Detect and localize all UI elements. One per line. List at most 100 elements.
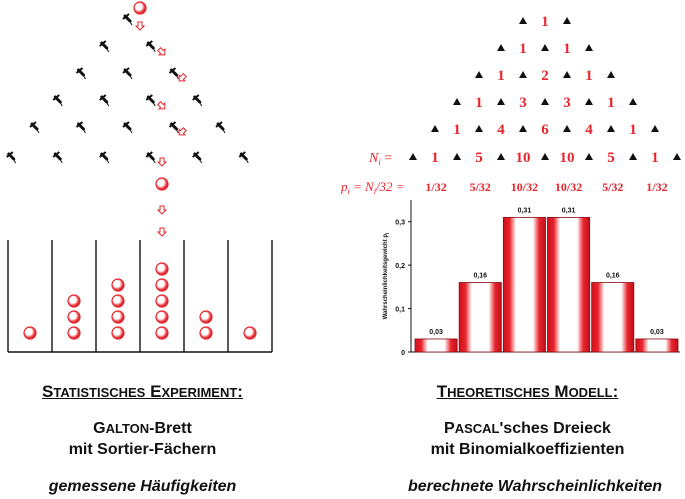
ni-label: Ni = [368, 151, 392, 167]
label-suffix: 'sches Dreieck [499, 420, 611, 437]
triangle-icon [607, 71, 615, 78]
fraction-label: 10/32 [555, 180, 582, 194]
pushpin-icon [121, 66, 134, 81]
probability-bar-chart: 0 0,1 0,2 0,3 Wahrscheinlichkeitsgewicht pi 0… [383, 180, 680, 357]
pushpin-icon [98, 93, 111, 108]
binomial-coefficient: 10 [560, 150, 575, 166]
heading-colon: : [612, 382, 619, 401]
binomial-coefficient: 5 [607, 150, 615, 166]
bar-value-label: 0,16 [606, 273, 620, 280]
bar-value-label: 0,03 [650, 329, 664, 336]
triangle-icon [431, 125, 439, 132]
triangle-icon [629, 153, 637, 160]
triangle-icon [541, 153, 549, 160]
triangle-icon [409, 153, 417, 160]
pushpin-icon [121, 12, 134, 27]
binomial-coefficient: 3 [563, 95, 571, 111]
pushpin-icon [191, 150, 204, 165]
heading-initial-1: S [42, 382, 54, 401]
experiment-heading: STATISTISCHES EXPERIMENT: [0, 382, 285, 402]
binomial-coefficient: 1 [475, 95, 483, 111]
ball-icon [155, 177, 169, 191]
ball-icon [155, 310, 169, 324]
binomial-coefficient: 6 [541, 122, 549, 138]
ball-icon [155, 326, 169, 340]
pushpin-icon [144, 39, 157, 54]
arrow-icon [157, 101, 166, 110]
ball-icon [111, 294, 125, 308]
heading-rest-1: TATISTISCHES [53, 385, 146, 400]
arrow-icon [156, 205, 168, 215]
pushpin-icon [98, 39, 111, 54]
triangle-icon [651, 125, 659, 132]
binomial-coefficient: 4 [497, 122, 505, 138]
fraction-label: 10/32 [511, 180, 538, 194]
heading-rest-1: HEORETISCHES [447, 385, 550, 400]
pascal-triangle-label: PASCAL'sches Dreieck mit Binomialkoeffiz… [390, 418, 665, 460]
ball-icon [199, 326, 213, 340]
y-axis-title: Wahrscheinlichkeitsgewicht pi [383, 232, 391, 319]
bar [591, 282, 635, 353]
ball-icon [133, 1, 147, 15]
bar [502, 216, 546, 353]
pushpin-icon [51, 150, 64, 165]
ball-icon [67, 294, 81, 308]
triangle-icon [563, 125, 571, 132]
binomial-coefficient: 10 [516, 150, 531, 166]
pushpin-icon [237, 150, 250, 165]
y-tick-label: 0,2 [395, 263, 405, 270]
label-rest: ASCAL [454, 421, 500, 436]
pushpin-icon [191, 93, 204, 108]
model-heading: THEORETISCHES MODELL: [390, 382, 665, 402]
triangle-icon [475, 125, 483, 132]
binomial-coefficient: 5 [475, 150, 483, 166]
bar [635, 338, 679, 353]
triangle-icon [475, 71, 483, 78]
pascal-triangle: 11 11 2 11 3 3 11 4 6 4 11 5 10 10 5 1Ni =pi = Ni/32 = [340, 14, 681, 196]
label-initial: G [93, 420, 106, 437]
pi-label: pi = Ni/32 = [340, 179, 405, 196]
binomial-coefficient: 1 [431, 150, 439, 166]
triangle-icon [585, 44, 593, 51]
binomial-coefficient: 1 [541, 14, 549, 30]
measured-frequencies-label: gemessene Häufigkeiten [48, 478, 237, 495]
arrow-icon [178, 73, 187, 82]
triangle-icon [497, 153, 505, 160]
triangle-icon [453, 98, 461, 105]
triangle-icon [453, 153, 461, 160]
fraction-label: 1/32 [646, 180, 667, 194]
triangle-icon [563, 71, 571, 78]
binomial-coefficient: 4 [585, 122, 593, 138]
binomial-coefficient: 1 [563, 41, 571, 57]
heading-colon: : [237, 382, 243, 401]
arrow-icon [134, 21, 146, 31]
label-line2: mit Binomialkoeffizienten [430, 441, 625, 458]
binomial-coefficient: 1 [453, 122, 461, 138]
ball-icon [23, 326, 37, 340]
pushpin-icon [144, 150, 157, 165]
binomial-coefficient: 1 [519, 41, 527, 57]
bar [414, 338, 458, 353]
ball-icon [67, 310, 81, 324]
pushpin-icon [168, 66, 180, 81]
binomial-coefficient: 1 [651, 150, 659, 166]
galton-board-label: GALTON-Brett mit Sortier-Fächern [0, 418, 285, 460]
fraction-label: 5/32 [470, 180, 491, 194]
heading-initial-2: E [150, 382, 162, 401]
y-tick-label: 0,3 [395, 220, 405, 227]
binomial-coefficient: 3 [519, 95, 527, 111]
ball-icon [199, 310, 213, 324]
arrow-icon [156, 227, 168, 237]
pushpin-icon [214, 120, 227, 135]
triangle-icon [673, 153, 681, 160]
pushpin-icon [5, 150, 18, 165]
sorting-bins [7, 240, 273, 353]
arrow-icon [157, 47, 166, 56]
triangle-icon [497, 44, 505, 51]
y-tick-label: 0,1 [395, 307, 405, 314]
pushpin-icon [121, 120, 134, 135]
ball-icon [111, 278, 125, 292]
pushpin-icon [168, 120, 180, 135]
binomial-coefficient: 2 [541, 68, 549, 84]
